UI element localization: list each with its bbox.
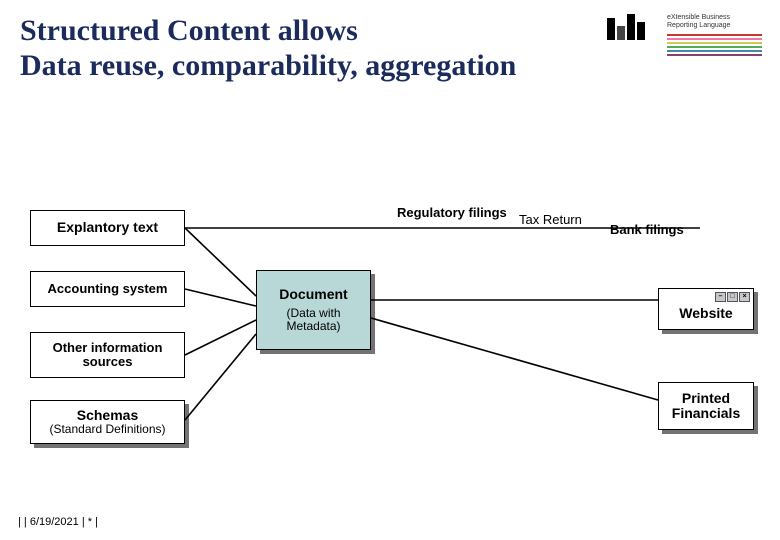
output-website: –□× Website [658,288,754,330]
output-printed-financials: Printed Financials [658,382,754,430]
window-controls-icon: –□× [715,292,750,302]
title-line-1: Structured Content allows [20,14,358,47]
slide-footer: | | 6/19/2021 | * | [18,516,98,528]
logo-stripes [667,34,762,58]
title-line-2: Data reuse, comparability, aggregation [20,49,516,82]
input-explanatory-text: Explantory text [30,210,185,246]
label-regulatory-filings: Regulatory filings [397,205,507,220]
logo-bars [607,14,662,42]
xbrl-logo: eXtensible BusinessReporting Language [607,14,762,54]
slide-title: Structured Content allows Data reuse, co… [20,14,516,83]
label-tax-return: Tax Return [519,212,582,227]
document-sub: (Data withMetadata) [286,307,340,333]
input-schemas: Schemas (Standard Definitions) [30,400,185,444]
input-accounting-system: Accounting system [30,271,185,307]
label-bank-filings: Bank filings [610,222,684,237]
schemas-sub: (Standard Definitions) [49,423,165,436]
logo-text: eXtensible BusinessReporting Language [667,14,762,29]
schemas-title: Schemas [77,408,138,423]
input-other-sources: Other information sources [30,332,185,378]
document-box: Document (Data withMetadata) [256,270,371,350]
document-title: Document [279,287,347,302]
